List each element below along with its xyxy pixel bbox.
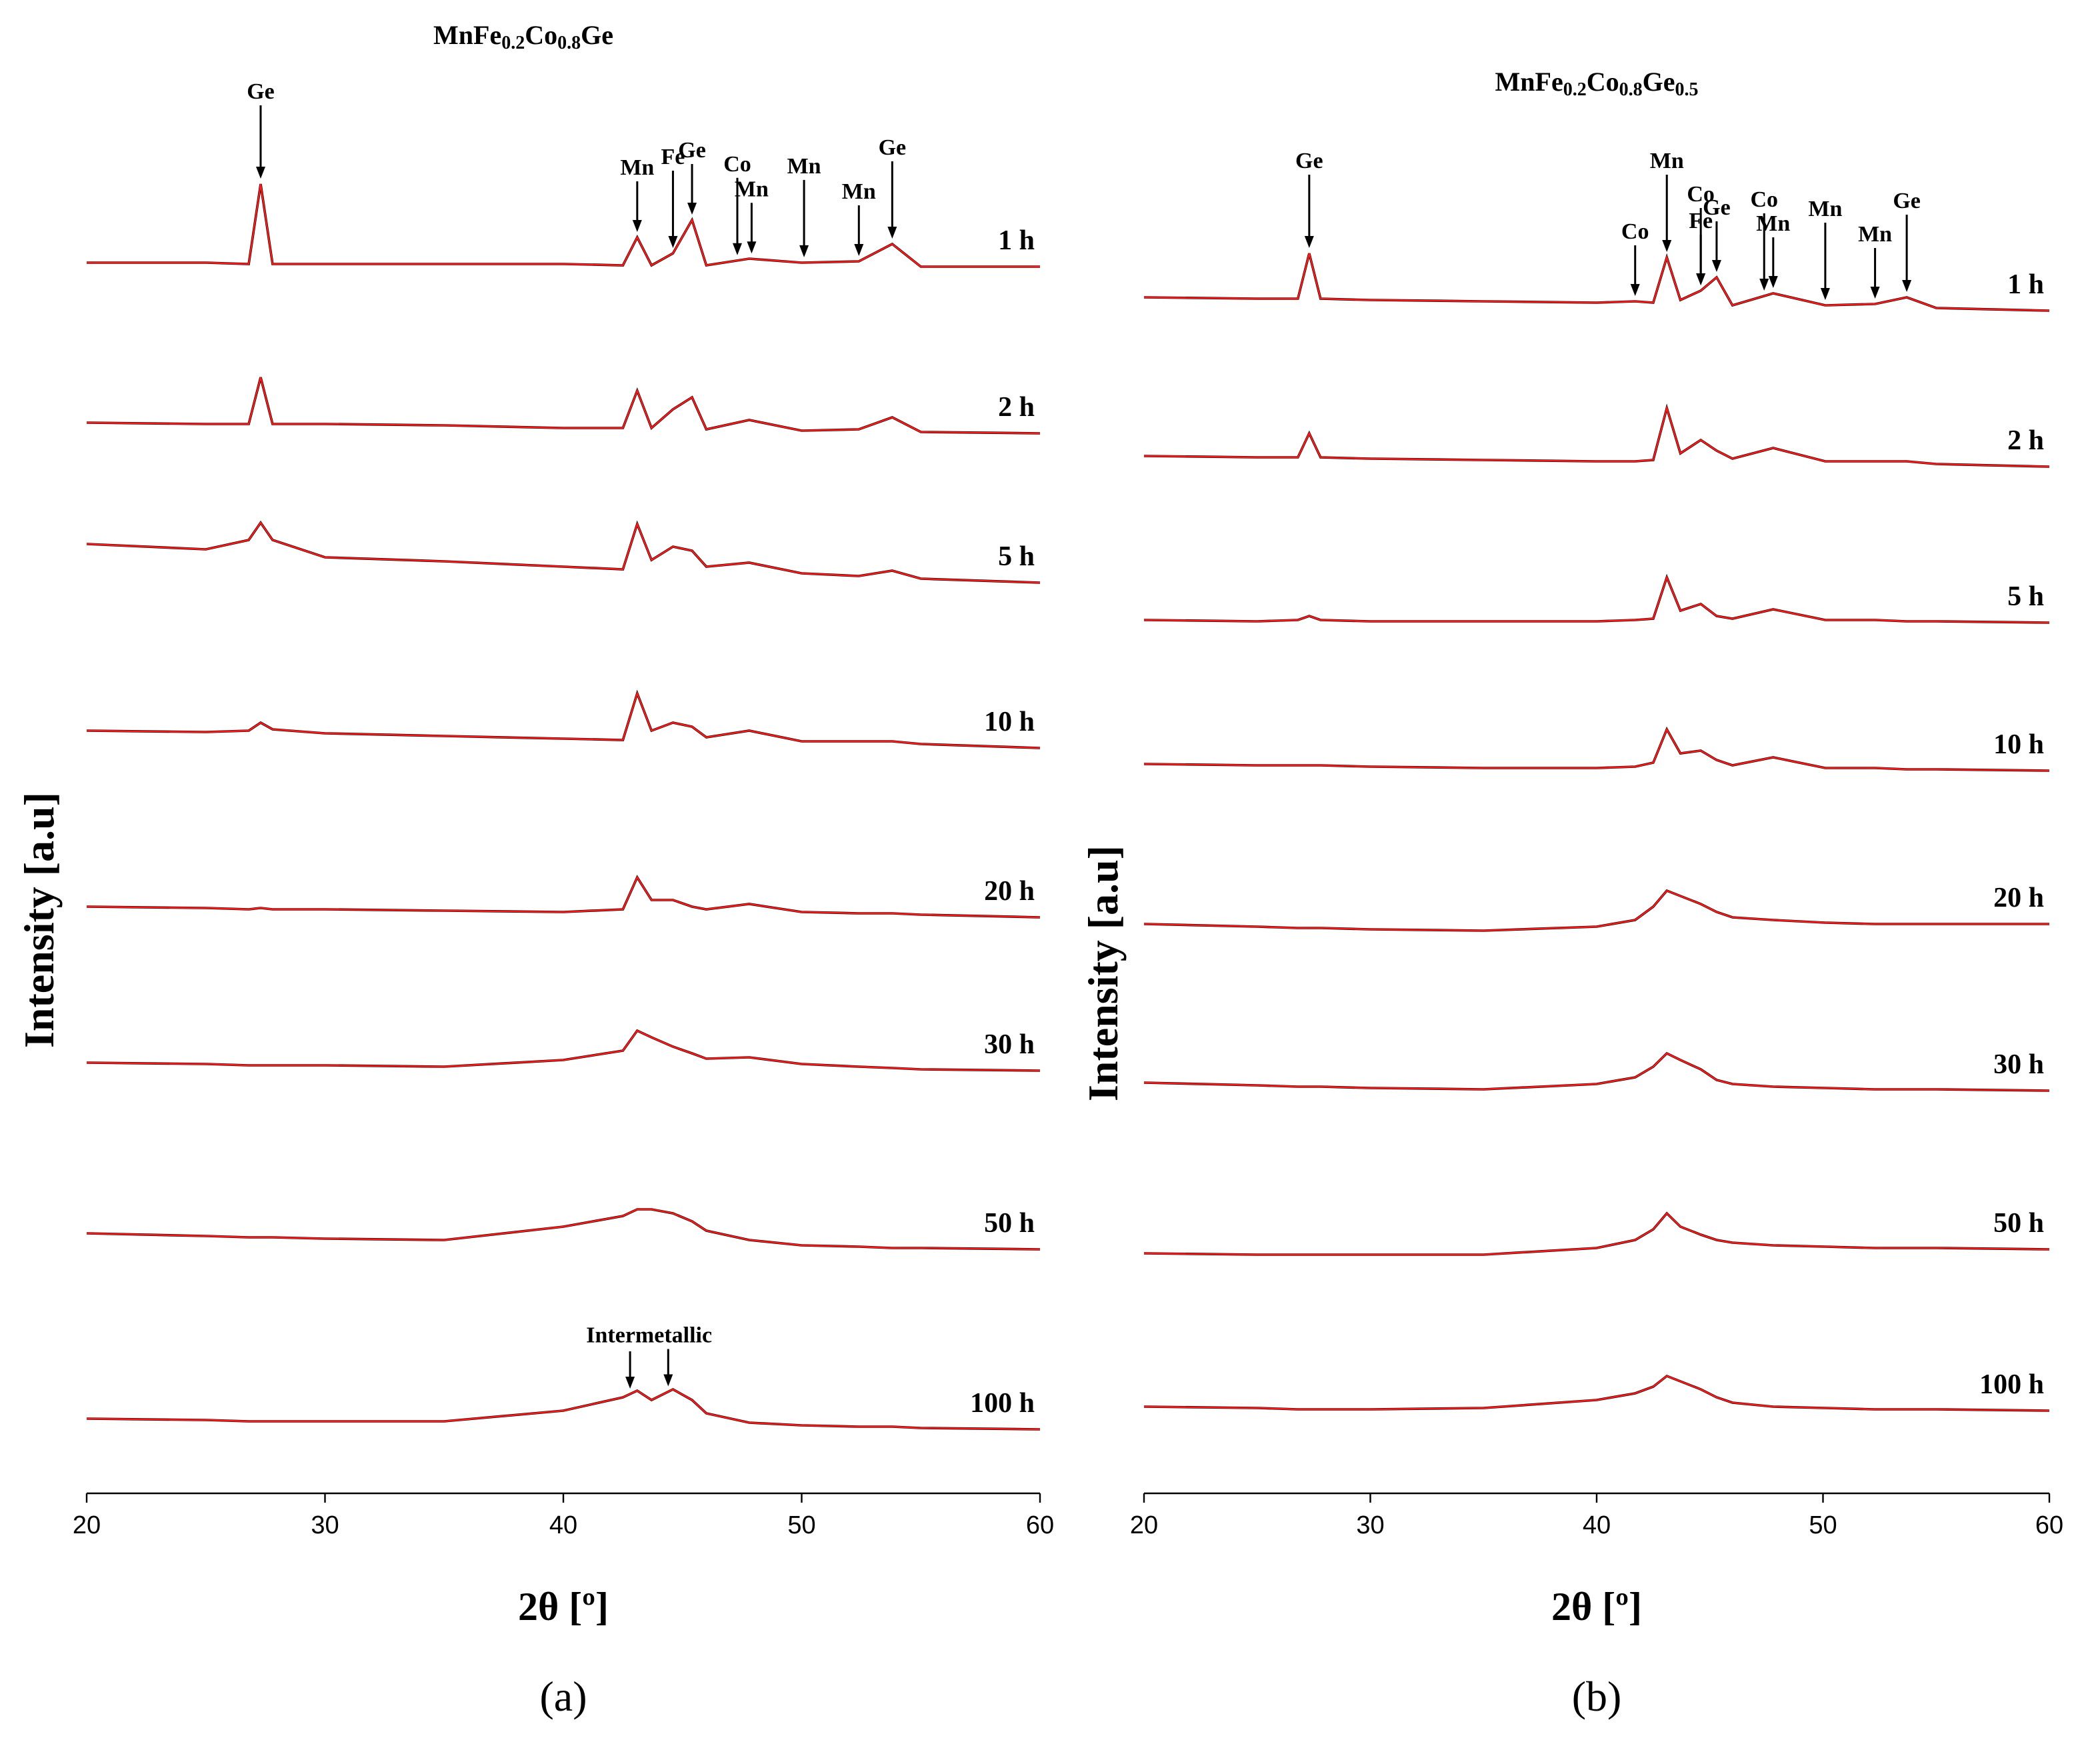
fit-line [86, 875, 1041, 919]
panel-label: (b) [1572, 1673, 1622, 1720]
series-label: 5 h [2007, 581, 2044, 612]
chart-title: MnFe0.2Co0.8Ge [433, 20, 613, 53]
series-label: 5 h [998, 541, 1035, 572]
y-axis-label: Intensity [a.u] [1079, 845, 1127, 1101]
annotation-label: Co [1750, 187, 1778, 212]
annotation-label: Ge [247, 79, 275, 104]
fit-line [1143, 1212, 2050, 1256]
annotation-label: Ge [1893, 189, 1921, 213]
series-label: 2 h [998, 392, 1035, 423]
x-tick-label: 40 [549, 1511, 577, 1539]
annotation-label: Mn [735, 177, 769, 201]
annotation-arrowhead [663, 1374, 673, 1387]
x-tick-label: 30 [311, 1511, 339, 1539]
fit-line [86, 377, 1041, 435]
annotation-arrowhead [1662, 240, 1672, 252]
annotation-arrowhead [668, 236, 678, 248]
annotation-label: Mn [1650, 149, 1684, 173]
series-label: 1 h [2007, 269, 2044, 300]
fit-line [86, 1388, 1041, 1431]
annotation-arrowhead [1630, 284, 1640, 296]
annotation-label: Co [1687, 182, 1715, 207]
series-label: 30 h [984, 1029, 1035, 1060]
annotation-label: Ge [678, 138, 706, 163]
y-axis-label: Intensity [a.u] [15, 792, 63, 1048]
annotation-arrowhead [1768, 276, 1778, 288]
series-label: 30 h [1993, 1049, 2044, 1080]
annotation-arrowhead [747, 241, 757, 254]
series-label: 10 h [1993, 729, 2044, 760]
annotation-label: Mn [787, 154, 821, 179]
annotation-label: Fe [661, 145, 685, 169]
x-tick-label: 30 [1356, 1511, 1384, 1539]
annotation-label: Co [1621, 219, 1649, 244]
fit-line [1143, 1052, 2050, 1092]
fit-line [86, 1208, 1041, 1251]
fit-line [1143, 1375, 2050, 1412]
x-tick-label: 20 [1130, 1511, 1158, 1539]
annotation-arrowhead [887, 227, 897, 239]
fit-line [1143, 889, 2049, 932]
annotation-label: Ge [1295, 149, 1323, 173]
annotation-arrowhead [255, 167, 265, 179]
annotation-arrowhead [854, 244, 864, 256]
x-tick-label: 50 [1809, 1511, 1837, 1539]
fit-line [1143, 253, 2050, 312]
panel-label: (a) [539, 1673, 587, 1720]
fit-line [86, 521, 1041, 584]
annotation-arrowhead [1696, 273, 1706, 285]
series-label: 50 h [1993, 1208, 2044, 1239]
fit-line [1143, 727, 2050, 772]
annotation-label: Ge [879, 135, 907, 160]
annotation-arrowhead [732, 243, 742, 255]
annotation-arrowhead [632, 220, 642, 232]
series-label: 100 h [970, 1388, 1035, 1419]
series-label: 20 h [984, 876, 1035, 907]
fit-line [86, 691, 1041, 749]
fit-line [1143, 405, 2050, 468]
series-label: 100 h [1979, 1369, 2044, 1400]
annotation-arrowhead [625, 1377, 635, 1389]
x-tick-label: 40 [1583, 1511, 1611, 1539]
fit-line [86, 1029, 1041, 1072]
x-tick-label: 50 [787, 1511, 815, 1539]
annotation-label: Mn [1756, 211, 1790, 236]
annotation-label: Mn [1808, 197, 1842, 221]
annotation-label: Ge [1703, 195, 1731, 220]
x-tick-label: 60 [2035, 1511, 2063, 1539]
series-label: 2 h [2007, 425, 2044, 456]
x-axis-label: 2θ [º] [518, 1585, 609, 1629]
annotation-arrowhead [1902, 280, 1912, 292]
series-label: 50 h [984, 1208, 1035, 1239]
fit-line [87, 183, 1040, 268]
chart-title: MnFe0.2Co0.8Ge0.5 [1495, 67, 1699, 100]
x-axis-label: 2θ [º] [1551, 1585, 1642, 1629]
annotation-arrowhead [799, 245, 809, 257]
annotation-label: Mn [842, 179, 876, 204]
annotation-arrowhead [1820, 288, 1830, 300]
x-tick-label: 20 [73, 1511, 101, 1539]
series-label: 10 h [984, 707, 1035, 737]
fit-line [1143, 575, 2050, 624]
annotation-label: Intermetallic [586, 1323, 712, 1348]
x-tick-label: 60 [1026, 1511, 1054, 1539]
annotation-arrowhead [1304, 236, 1314, 248]
annotation-label: Mn [1858, 222, 1892, 247]
annotation-arrowhead [1759, 279, 1769, 291]
annotation-arrowhead [1870, 287, 1880, 299]
series-label: 20 h [1993, 883, 2044, 913]
series-label: 1 h [998, 225, 1035, 256]
annotation-arrowhead [1711, 260, 1721, 272]
annotation-arrowhead [687, 203, 697, 215]
annotation-label: Mn [620, 155, 654, 180]
annotation-label: Co [723, 152, 751, 177]
